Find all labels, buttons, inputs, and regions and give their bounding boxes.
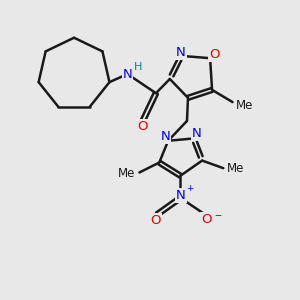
Text: N: N	[123, 68, 132, 81]
Text: Me: Me	[236, 99, 253, 112]
Text: O: O	[137, 120, 147, 134]
Text: N: N	[192, 127, 202, 140]
Text: O: O	[151, 214, 161, 227]
Text: Me: Me	[227, 162, 244, 175]
Text: Me: Me	[118, 167, 136, 180]
Text: O: O	[209, 48, 219, 62]
Text: N: N	[176, 46, 186, 59]
Text: O: O	[201, 213, 211, 226]
Text: N: N	[176, 189, 186, 203]
Text: –: –	[214, 208, 221, 222]
Text: H: H	[134, 62, 142, 72]
Text: N: N	[160, 130, 170, 143]
Text: +: +	[186, 184, 194, 193]
